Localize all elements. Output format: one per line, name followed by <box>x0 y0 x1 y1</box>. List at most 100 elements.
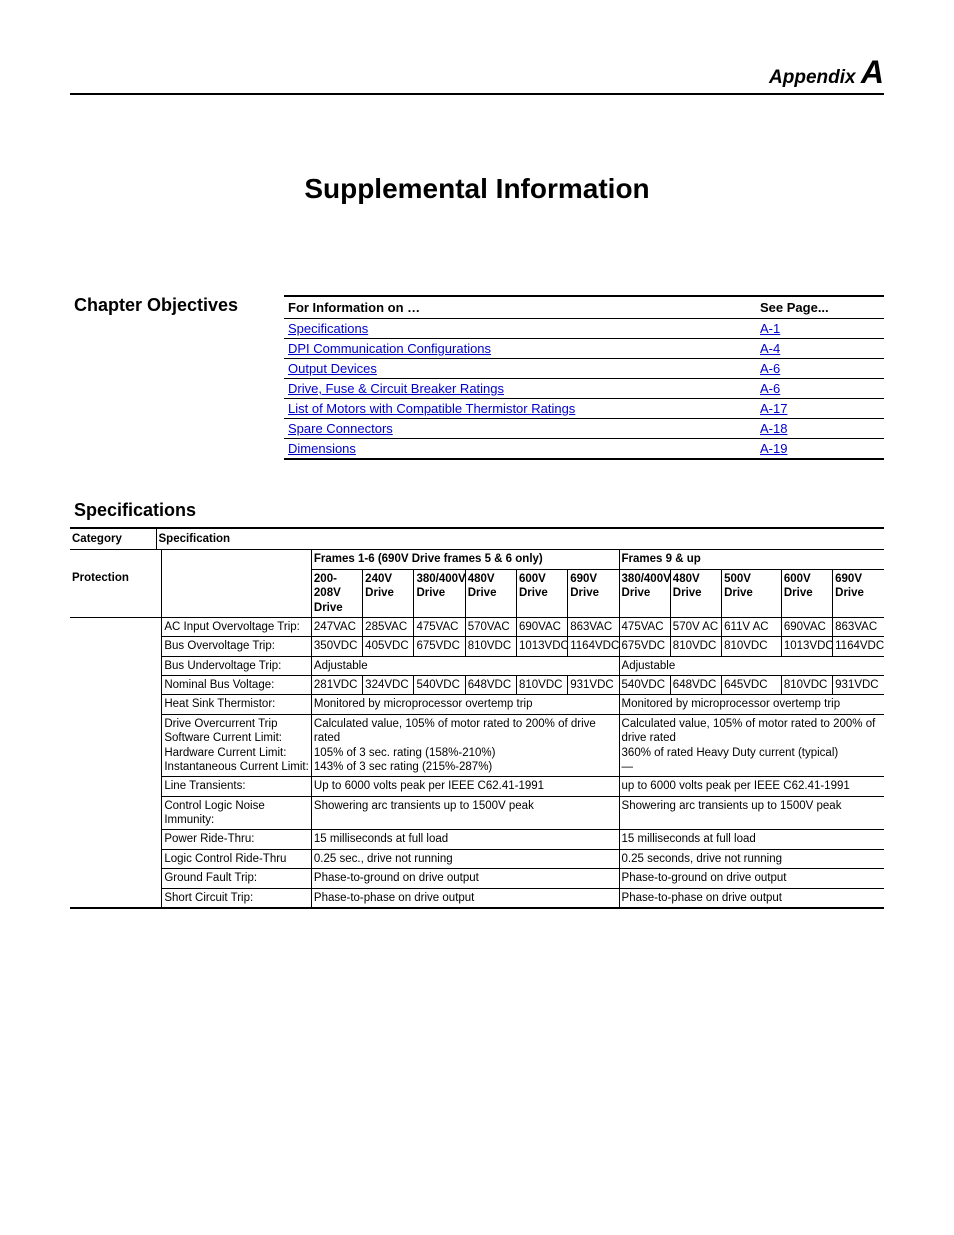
cell-span: 0.25 seconds, drive not running <box>619 849 884 868</box>
specifications-section: Specifications Category Specification <box>70 500 884 909</box>
row-label: Bus Undervoltage Trip: <box>162 656 312 675</box>
obj-page-link[interactable]: A-4 <box>760 341 780 356</box>
cell-span: Up to 6000 volts peak per IEEE C62.41-19… <box>311 777 619 796</box>
appendix-letter: A <box>861 54 884 90</box>
cat-blank <box>70 656 162 675</box>
group-a-header: Frames 1-6 (690V Drive frames 5 & 6 only… <box>311 550 619 569</box>
drive-col: 480V Drive <box>465 569 516 617</box>
cell: 645VDC <box>722 676 782 695</box>
cell: 863VAC <box>568 617 619 636</box>
cat-blank <box>70 695 162 714</box>
obj-page-link[interactable]: A-19 <box>760 441 787 456</box>
obj-link[interactable]: Output Devices <box>288 361 377 376</box>
cell-span: Phase-to-phase on drive output <box>311 888 619 907</box>
col-category: Category <box>70 529 156 550</box>
drive-col: 600V Drive <box>781 569 832 617</box>
group-b-header: Frames 9 & up <box>619 550 884 569</box>
row-label: Nominal Bus Voltage: <box>162 676 312 695</box>
cell: 540VDC <box>414 676 465 695</box>
cell-span: Showering arc transients up to 1500V pea… <box>311 796 619 830</box>
obj-page-link[interactable]: A-6 <box>760 381 780 396</box>
obj-page-link[interactable]: A-6 <box>760 361 780 376</box>
cell: 675VDC <box>414 637 465 656</box>
row-label: Bus Overvoltage Trip: <box>162 637 312 656</box>
cell: 1164VDC <box>833 637 884 656</box>
cell: 611V AC <box>722 617 782 636</box>
objectives-body: For Information on … See Page... Specifi… <box>284 295 884 460</box>
cell-span: Calculated value, 105% of motor rated to… <box>619 714 884 777</box>
drive-col: 690V Drive <box>568 569 619 617</box>
drive-col: 480V Drive <box>670 569 721 617</box>
cell: 1013VDC <box>516 637 567 656</box>
drive-col: 200-208V Drive <box>311 569 362 617</box>
cell: 247VAC <box>311 617 362 636</box>
obj-page-link[interactable]: A-17 <box>760 401 787 416</box>
cell: 324VDC <box>363 676 414 695</box>
cell: 1164VDC <box>568 637 619 656</box>
obj-link[interactable]: DPI Communication Configurations <box>288 341 491 356</box>
cell-span: Calculated value, 105% of motor rated to… <box>311 714 619 777</box>
row-label: Heat Sink Thermistor: <box>162 695 312 714</box>
drive-col: 380/400V Drive <box>414 569 465 617</box>
cell-span: Showering arc transients up to 1500V pea… <box>619 796 884 830</box>
cell: 810VDC <box>722 637 782 656</box>
row-label: Line Transients: <box>162 777 312 796</box>
row-label: Control Logic Noise Immunity: <box>162 796 312 830</box>
specifications-heading: Specifications <box>70 500 884 521</box>
cell-span: Phase-to-ground on drive output <box>619 869 884 888</box>
cell-span: up to 6000 volts peak per IEEE C62.41-19… <box>619 777 884 796</box>
cat-blank <box>70 637 162 656</box>
cell: 1013VDC <box>781 637 832 656</box>
cell: 810VDC <box>516 676 567 695</box>
obj-link[interactable]: Spare Connectors <box>288 421 393 436</box>
obj-link[interactable]: List of Motors with Compatible Thermisto… <box>288 401 575 416</box>
row-label: Power Ride-Thru: <box>162 830 312 849</box>
page: Appendix A Supplemental Information Chap… <box>0 0 954 1235</box>
cell: 475VAC <box>619 617 670 636</box>
cell: 690VAC <box>781 617 832 636</box>
cell: 350VDC <box>311 637 362 656</box>
cell-span: 15 milliseconds at full load <box>311 830 619 849</box>
col-spec: Specification <box>156 529 884 550</box>
cell: 540VDC <box>619 676 670 695</box>
category-label: Protection <box>70 569 162 617</box>
cell: 648VDC <box>670 676 721 695</box>
objectives-col2: See Page... <box>756 296 884 319</box>
label-blank2 <box>162 569 312 617</box>
obj-page-link[interactable]: A-18 <box>760 421 787 436</box>
objectives-section: Chapter Objectives For Information on … … <box>70 295 884 460</box>
row-label: Short Circuit Trip: <box>162 888 312 907</box>
cell: 931VDC <box>833 676 884 695</box>
cat-blank <box>70 849 162 868</box>
cat-cell-blank <box>70 550 162 569</box>
obj-link[interactable]: Specifications <box>288 321 368 336</box>
appendix-header: Appendix A <box>70 54 884 95</box>
cat-blank <box>70 714 162 777</box>
cell-span: 0.25 sec., drive not running <box>311 849 619 868</box>
cat-blank <box>70 777 162 796</box>
cell: 675VDC <box>619 637 670 656</box>
row-label: AC Input Overvoltage Trip: <box>162 617 312 636</box>
cell: 285VAC <box>363 617 414 636</box>
cell-span: Adjustable <box>619 656 884 675</box>
row-label: Drive Overcurrent Trip Software Current … <box>162 714 312 777</box>
cell: 281VDC <box>311 676 362 695</box>
objectives-table: For Information on … See Page... Specifi… <box>284 295 884 460</box>
cell-span: Phase-to-phase on drive output <box>619 888 884 907</box>
obj-link[interactable]: Drive, Fuse & Circuit Breaker Ratings <box>288 381 504 396</box>
cell-span: Phase-to-ground on drive output <box>311 869 619 888</box>
obj-page-link[interactable]: A-1 <box>760 321 780 336</box>
cell: 863VAC <box>833 617 884 636</box>
cell: 690VAC <box>516 617 567 636</box>
drive-col: 690V Drive <box>833 569 884 617</box>
objectives-col1: For Information on … <box>284 296 756 319</box>
cell-span: Monitored by microprocessor overtemp tri… <box>311 695 619 714</box>
cat-blank <box>70 830 162 849</box>
cat-blank <box>70 796 162 830</box>
row-label: Ground Fault Trip: <box>162 869 312 888</box>
cell: 648VDC <box>465 676 516 695</box>
page-title: Supplemental Information <box>70 173 884 205</box>
obj-link[interactable]: Dimensions <box>288 441 356 456</box>
drive-col: 600V Drive <box>516 569 567 617</box>
cell: 810VDC <box>781 676 832 695</box>
